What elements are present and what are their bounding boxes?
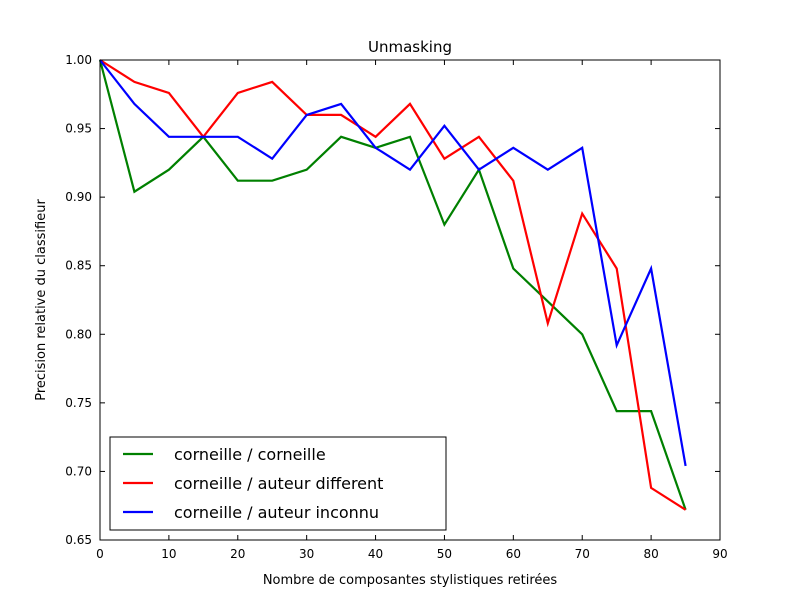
series-group — [98, 59, 687, 511]
y-axis-title: Precision relative du classifieur — [34, 199, 49, 401]
legend-label-3: corneille / auteur inconnu — [174, 503, 379, 522]
x-tick-label: 70 — [575, 547, 590, 561]
x-tick-label: 0 — [96, 547, 104, 561]
x-axis-title: Nombre de composantes stylistiques retir… — [263, 573, 558, 588]
x-tick-label: 20 — [230, 547, 245, 561]
y-tick-label: 0.75 — [65, 396, 92, 410]
legend-label-1: corneille / corneille — [174, 445, 326, 464]
series-line-1 — [98, 59, 687, 511]
y-tick-label: 0.85 — [65, 259, 92, 273]
y-tick-label: 0.90 — [65, 190, 92, 204]
x-tick-label: 10 — [161, 547, 176, 561]
y-tick-label: 1.00 — [65, 53, 92, 67]
plot-frame — [99, 59, 721, 541]
x-tick-label: 60 — [506, 547, 521, 561]
y-tick-label: 0.70 — [65, 464, 92, 478]
x-tick-label: 40 — [368, 547, 383, 561]
chart-title: Unmasking — [368, 38, 452, 56]
legend-box — [109, 436, 447, 531]
x-tick-label: 30 — [299, 547, 314, 561]
y-tick-label: 0.95 — [65, 122, 92, 136]
y-tick-label: 0.80 — [65, 327, 92, 341]
x-tick-label: 90 — [712, 547, 727, 561]
series-line-3 — [99, 59, 687, 467]
legend-label-2: corneille / auteur different — [174, 474, 383, 493]
x-tick-label: 80 — [643, 547, 658, 561]
series-line-2 — [99, 59, 687, 511]
y-tick-label: 0.65 — [65, 533, 92, 547]
legend: corneille / corneille corneille / auteur … — [109, 436, 447, 531]
x-tick-label: 50 — [437, 547, 452, 561]
